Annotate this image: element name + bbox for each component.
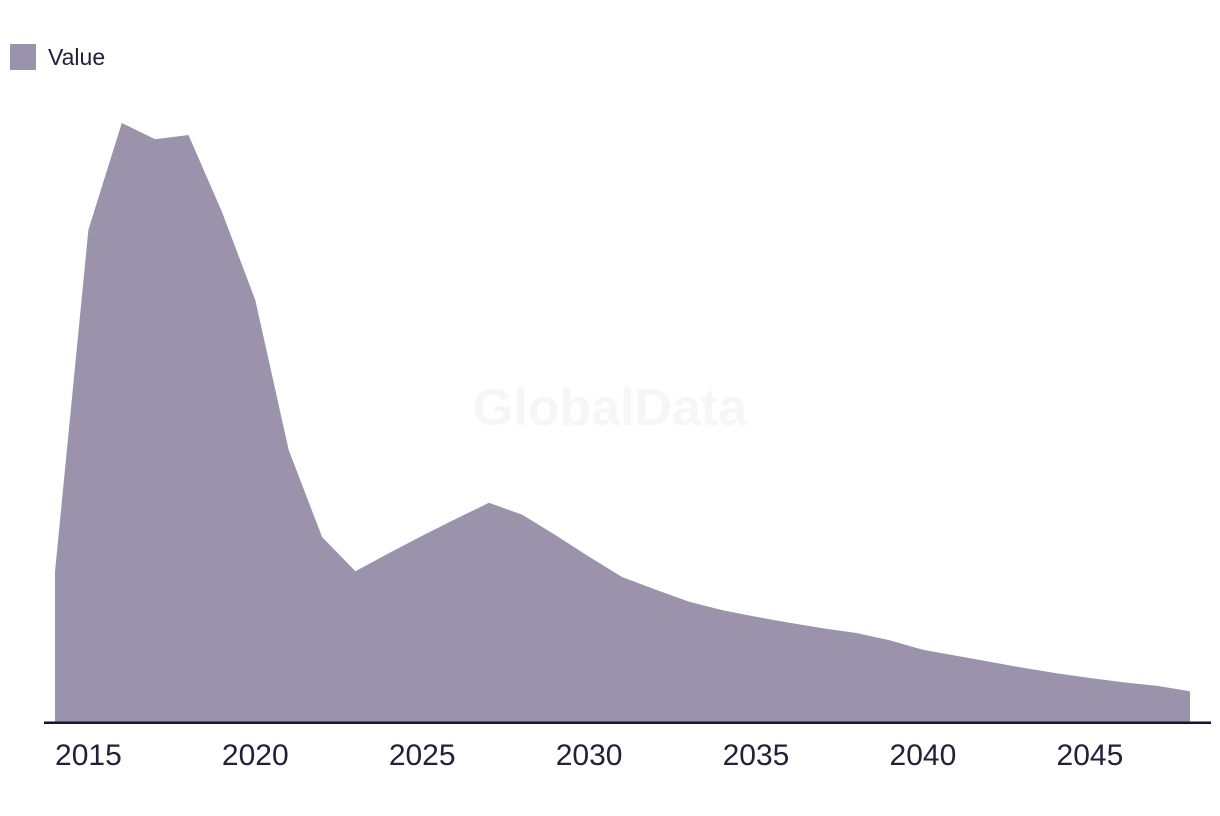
legend-label: Value (48, 44, 106, 70)
legend: Value (10, 44, 105, 70)
x-axis-line (44, 721, 1211, 724)
legend-swatch (10, 44, 36, 70)
legend-item-value[interactable]: Value (10, 44, 105, 70)
area-series[interactable] (55, 123, 1190, 723)
